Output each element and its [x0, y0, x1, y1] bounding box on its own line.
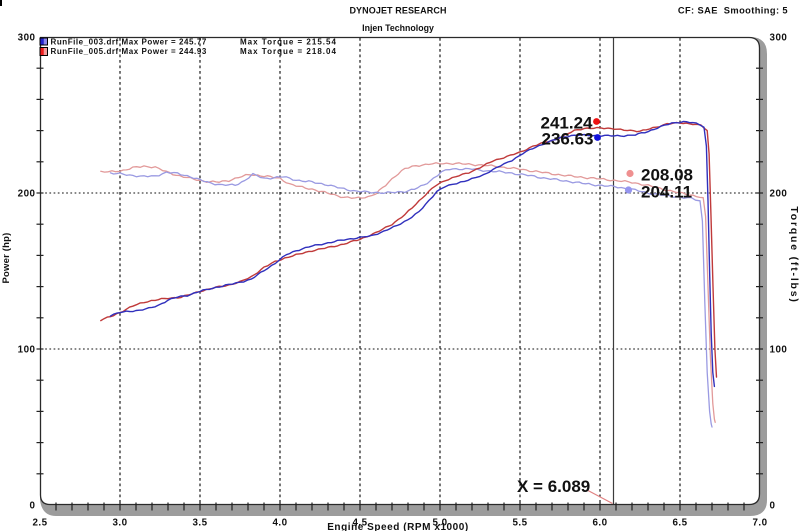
- svg-text:Max Torque = 218.04: Max Torque = 218.04: [240, 47, 337, 56]
- svg-text:200: 200: [770, 188, 788, 199]
- svg-text:Injen Technology: Injen Technology: [362, 23, 434, 33]
- svg-text:Power (hp): Power (hp): [1, 232, 12, 283]
- svg-text:Max Torque = 215.54: Max Torque = 215.54: [240, 37, 337, 46]
- svg-text:208.08: 208.08: [641, 166, 693, 185]
- svg-text:0: 0: [30, 500, 36, 511]
- svg-text:6.5: 6.5: [672, 518, 687, 529]
- svg-text:5.0: 5.0: [432, 518, 447, 529]
- svg-text:DYNOJET RESEARCH: DYNOJET RESEARCH: [349, 6, 446, 16]
- svg-text:3.5: 3.5: [192, 518, 207, 529]
- svg-text:X = 6.089: X = 6.089: [517, 477, 590, 496]
- svg-text:6.0: 6.0: [592, 518, 607, 529]
- svg-text:241.24: 241.24: [541, 114, 594, 133]
- svg-text:204.11: 204.11: [641, 183, 692, 202]
- svg-text:100: 100: [18, 344, 36, 355]
- svg-text:5.5: 5.5: [512, 518, 527, 529]
- svg-text:0: 0: [770, 500, 776, 511]
- svg-text:4.5: 4.5: [352, 518, 367, 529]
- svg-text:200: 200: [18, 188, 36, 199]
- svg-text:CF: SAE Smoothing: 5: CF: SAE Smoothing: 5: [678, 6, 788, 16]
- svg-text:7.0: 7.0: [752, 518, 767, 529]
- svg-text:Engine Speed (RPM x1000): Engine Speed (RPM x1000): [327, 522, 469, 531]
- svg-text:236.63: 236.63: [542, 130, 594, 149]
- svg-text:300: 300: [18, 32, 36, 43]
- svg-text:3.0: 3.0: [112, 518, 127, 529]
- svg-text:Torque (ft-lbs): Torque (ft-lbs): [788, 206, 800, 303]
- svg-text:RunFile_005.drf Max Power = 24: RunFile_005.drf Max Power = 244.93: [51, 47, 207, 56]
- svg-text:300: 300: [770, 32, 788, 43]
- svg-text:2.5: 2.5: [32, 518, 47, 529]
- svg-text:100: 100: [770, 344, 788, 355]
- svg-text:4.0: 4.0: [272, 518, 287, 529]
- svg-text:RunFile_003.drf Max Power = 24: RunFile_003.drf Max Power = 245.77: [51, 37, 207, 46]
